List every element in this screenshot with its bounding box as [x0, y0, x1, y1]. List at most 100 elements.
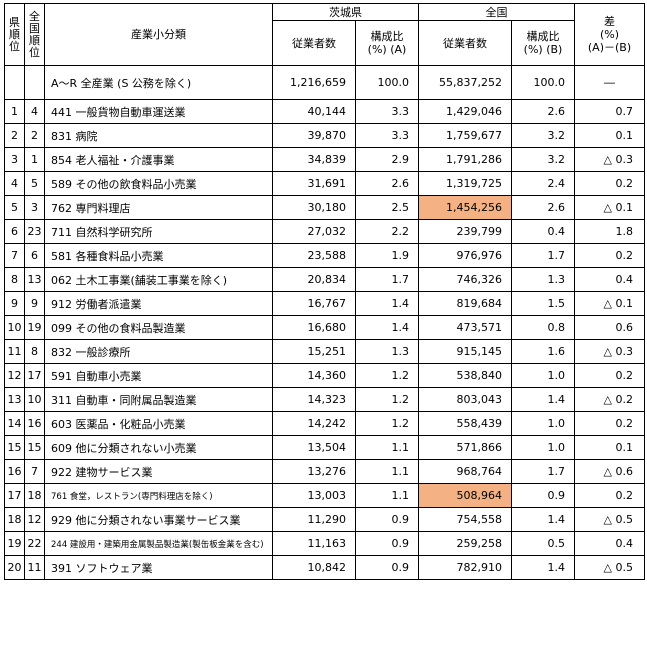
- row-national-rank: 10: [24, 387, 45, 412]
- row-pref-rank: 5: [4, 195, 25, 220]
- row-industry: 391 ソフトウェア業: [44, 555, 273, 580]
- row-ibaraki-ratio: 1.2: [355, 387, 419, 412]
- row-national-employees: 1,791,286: [418, 147, 512, 172]
- row-ibaraki-ratio: 1.9: [355, 243, 419, 268]
- row-ibaraki-employees: 13,276: [272, 459, 356, 484]
- row-national-rank: 8: [24, 339, 45, 364]
- row-ibaraki-ratio: 2.5: [355, 195, 419, 220]
- row-ibaraki-employees: 20,834: [272, 267, 356, 292]
- total-national-employees: 55,837,252: [418, 65, 512, 100]
- row-national-ratio: 1.5: [511, 291, 575, 316]
- row-ibaraki-employees: 27,032: [272, 219, 356, 244]
- table-row: 12 17 591 自動車小売業 14,360 1.2 538,840 1.0 0.2: [4, 363, 645, 388]
- row-diff: △ 0.3: [574, 147, 645, 172]
- row-industry: 589 その他の飲食料品小売業: [44, 171, 273, 196]
- table-row: 13 10 311 自動車・同附属品製造業 14,323 1.2 803,043 1.4 △ …: [4, 387, 645, 412]
- row-national-ratio: 3.2: [511, 147, 575, 172]
- row-national-rank: 5: [24, 171, 45, 196]
- row-national-rank: 16: [24, 411, 45, 436]
- row-ibaraki-ratio: 1.2: [355, 411, 419, 436]
- table-row: 14 16 603 医薬品・化粧品小売業 14,242 1.2 558,439 1.0 0.2: [4, 411, 645, 436]
- row-pref-rank: 13: [4, 387, 25, 412]
- table-row: 4 5 589 その他の飲食料品小売業 31,691 2.6 1,319,725 2.4 0.…: [4, 171, 645, 196]
- row-diff: △ 0.1: [574, 195, 645, 220]
- row-industry: 591 自動車小売業: [44, 363, 273, 388]
- row-diff: △ 0.6: [574, 459, 645, 484]
- total-ibaraki-employees: 1,216,659: [272, 65, 356, 100]
- table-row: 8 13 062 土木工事業(舗装工事業を除く) 20,834 1.7 746,326 1.…: [4, 267, 645, 292]
- row-national-ratio: 1.3: [511, 267, 575, 292]
- row-diff: △ 0.5: [574, 507, 645, 532]
- total-national-ratio: 100.0: [511, 65, 575, 100]
- row-pref-rank: 16: [4, 459, 25, 484]
- table-row: 20 11 391 ソフトウェア業 10,842 0.9 782,910 1.4 △ 0.5: [4, 555, 645, 580]
- row-ibaraki-ratio: 1.2: [355, 363, 419, 388]
- row-diff: △ 0.2: [574, 387, 645, 412]
- total-ibaraki-ratio: 100.0: [355, 65, 419, 100]
- row-pref-rank: 4: [4, 171, 25, 196]
- header-ibaraki-ratio: 構成比 (%) (A): [355, 20, 419, 66]
- row-pref-rank: 1: [4, 99, 25, 124]
- row-national-ratio: 0.8: [511, 315, 575, 340]
- row-national-ratio: 2.4: [511, 171, 575, 196]
- row-industry: 832 一般診療所: [44, 339, 273, 364]
- row-national-rank: 19: [24, 315, 45, 340]
- table-row: 6 23 711 自然科学研究所 27,032 2.2 239,799 0.4 1.8: [4, 219, 645, 244]
- row-pref-rank: 10: [4, 315, 25, 340]
- row-ibaraki-employees: 39,870: [272, 123, 356, 148]
- table-row: 17 18 761 食堂，レストラン(専門料理店を除く) 13,003 1.1 508,9…: [4, 483, 645, 508]
- row-national-ratio: 0.9: [511, 483, 575, 508]
- row-national-employees: 538,840: [418, 363, 512, 388]
- row-ibaraki-ratio: 1.4: [355, 315, 419, 340]
- row-pref-rank: 20: [4, 555, 25, 580]
- row-ibaraki-employees: 14,242: [272, 411, 356, 436]
- table-row: 11 8 832 一般診療所 15,251 1.3 915,145 1.6 △ 0.3: [4, 339, 645, 364]
- row-ibaraki-employees: 13,003: [272, 483, 356, 508]
- header-national: 全国: [418, 3, 575, 21]
- row-ibaraki-employees: 11,163: [272, 531, 356, 556]
- row-national-employees: 968,764: [418, 459, 512, 484]
- row-industry: 244 建設用・建築用金属製品製造業(製缶板金業を含む): [44, 531, 273, 556]
- table-row: 7 6 581 各種食料品小売業 23,588 1.9 976,976 1.7 0.2: [4, 243, 645, 268]
- row-pref-rank: 2: [4, 123, 25, 148]
- row-industry: 441 一般貨物自動車運送業: [44, 99, 273, 124]
- row-national-rank: 11: [24, 555, 45, 580]
- row-diff: 0.2: [574, 483, 645, 508]
- row-ibaraki-ratio: 1.1: [355, 459, 419, 484]
- row-pref-rank: 9: [4, 291, 25, 316]
- row-ibaraki-ratio: 1.3: [355, 339, 419, 364]
- row-industry: 922 建物サービス業: [44, 459, 273, 484]
- row-diff: △ 0.3: [574, 339, 645, 364]
- row-diff: 0.2: [574, 243, 645, 268]
- row-ibaraki-employees: 40,144: [272, 99, 356, 124]
- header-ibaraki-employees: 従業者数: [272, 20, 356, 66]
- row-national-rank: 9: [24, 291, 45, 316]
- row-national-ratio: 1.6: [511, 339, 575, 364]
- table-row: 2 2 831 病院 39,870 3.3 1,759,677 3.2 0.1: [4, 123, 645, 148]
- row-ibaraki-ratio: 2.9: [355, 147, 419, 172]
- row-ibaraki-employees: 15,251: [272, 339, 356, 364]
- row-diff: 0.7: [574, 99, 645, 124]
- row-diff: △ 0.1: [574, 291, 645, 316]
- row-ibaraki-employees: 11,290: [272, 507, 356, 532]
- row-diff: 0.1: [574, 435, 645, 460]
- row-national-ratio: 1.0: [511, 363, 575, 388]
- row-industry: 581 各種食料品小売業: [44, 243, 273, 268]
- row-industry: 929 他に分類されない事業サービス業: [44, 507, 273, 532]
- row-national-rank: 6: [24, 243, 45, 268]
- row-national-rank: 2: [24, 123, 45, 148]
- row-national-employees: 473,571: [418, 315, 512, 340]
- header-national-ratio: 構成比 (%) (B): [511, 20, 575, 66]
- row-national-rank: 13: [24, 267, 45, 292]
- row-ibaraki-ratio: 3.3: [355, 123, 419, 148]
- row-industry: 609 他に分類されない小売業: [44, 435, 273, 460]
- row-ibaraki-ratio: 1.7: [355, 267, 419, 292]
- row-national-employees: 1,759,677: [418, 123, 512, 148]
- header-industry: 産業小分類: [44, 3, 273, 66]
- row-national-ratio: 1.7: [511, 243, 575, 268]
- row-national-ratio: 1.4: [511, 555, 575, 580]
- row-ibaraki-ratio: 1.1: [355, 483, 419, 508]
- row-ibaraki-ratio: 0.9: [355, 531, 419, 556]
- total-diff: ―: [574, 65, 645, 100]
- row-national-rank: 3: [24, 195, 45, 220]
